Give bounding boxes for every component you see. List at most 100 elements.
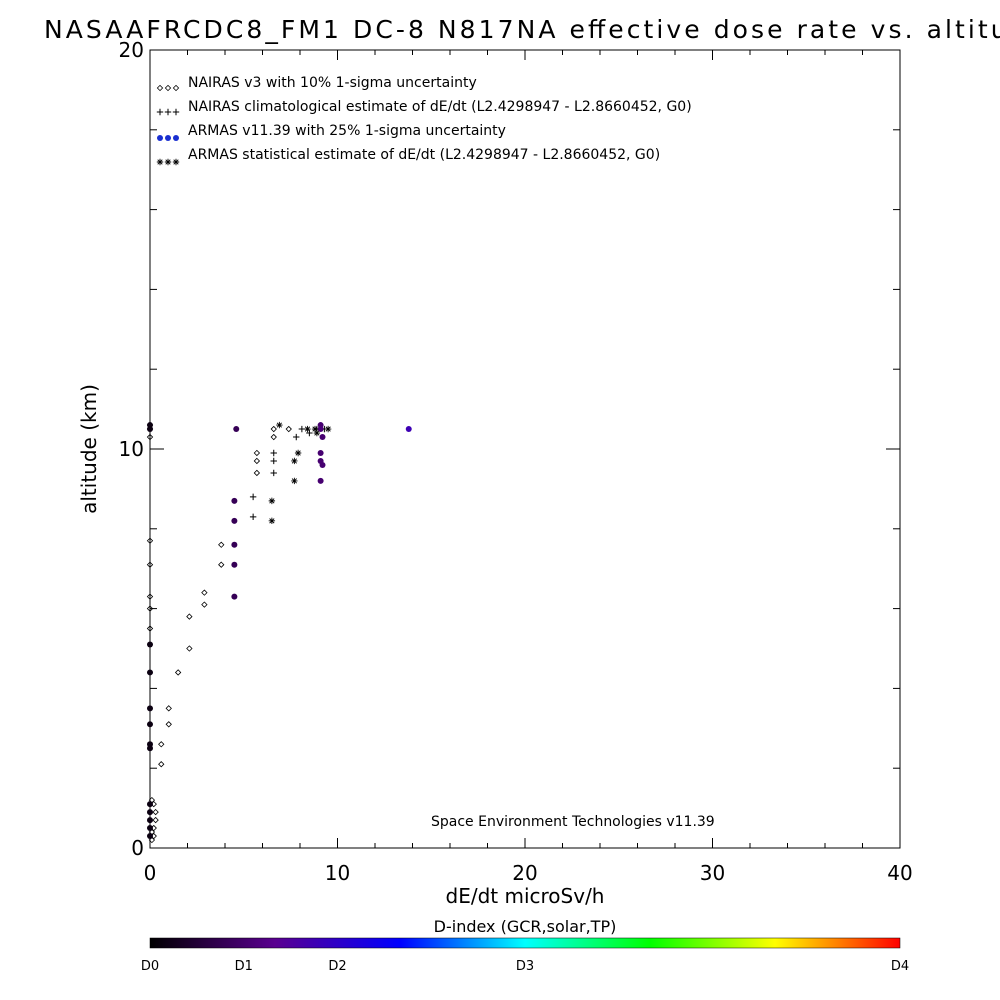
y-axis-label: altitude (km)	[77, 384, 101, 514]
axis-ticks	[149, 49, 901, 849]
legend-star-icon	[172, 158, 180, 166]
armas-point	[231, 593, 238, 600]
legend-star-icon	[156, 158, 164, 166]
armas-stat-point	[313, 429, 321, 437]
armas-point	[147, 705, 153, 712]
colorbar-label: D3	[516, 959, 534, 974]
x-axis-label: dE/dt microSv/h	[446, 884, 605, 908]
colorbar-label: D4	[891, 959, 909, 974]
nairas-point	[146, 561, 154, 568]
nairas-point	[165, 721, 172, 728]
nairas-point	[146, 625, 154, 632]
nairas-point	[253, 449, 261, 457]
nairas-point	[146, 593, 154, 600]
tick-labels: 0 10 20 30 40 0 10 20	[119, 38, 913, 885]
armas-point	[147, 745, 153, 752]
nairas-point	[152, 808, 159, 816]
armas-point	[147, 426, 153, 433]
annotation-text: Space Environment Technologies v11.39	[431, 814, 715, 830]
armas-stat-point	[311, 425, 319, 433]
colorbar-labels: D0 D1 D2 D3 D4	[141, 959, 909, 974]
nairas-point	[253, 469, 261, 477]
legend-plus-icon	[164, 108, 172, 116]
legend-diamond-icon	[156, 84, 164, 92]
armas-stat-point	[324, 425, 332, 433]
legend-label: ARMAS v11.39 with 25% 1-sigma uncertaint…	[188, 123, 506, 139]
armas-point	[147, 809, 153, 816]
armas-point	[231, 497, 238, 504]
nairas-point	[201, 589, 208, 596]
nairas-clim-point	[249, 513, 257, 521]
legend-label: NAIRAS v3 with 10% 1-sigma uncertainty	[188, 75, 477, 91]
armas-stat-point	[294, 449, 302, 457]
legend-entry: ARMAS v11.39 with 25% 1-sigma uncertaint…	[157, 123, 506, 141]
legend-entry: NAIRAS climatological estimate of dE/dt …	[156, 99, 692, 116]
legend-plus-icon	[172, 108, 180, 116]
armas-point	[317, 426, 324, 433]
x-tick-label: 0	[144, 861, 157, 885]
nairas-point	[270, 425, 277, 433]
armas-stat-point	[291, 457, 298, 465]
nairas-point	[174, 669, 182, 676]
armas-point	[147, 641, 153, 648]
armas-point	[231, 541, 238, 548]
y-tick-label: 0	[131, 836, 144, 860]
colorbar-title: D-index (GCR,solar,TP)	[434, 917, 617, 936]
legend-diamond-icon	[172, 84, 180, 92]
armas-stat-point	[268, 497, 276, 505]
x-tick-label: 20	[512, 861, 537, 885]
armas-point	[233, 426, 240, 433]
colorbar-label: D0	[141, 959, 159, 974]
armas-point	[319, 461, 326, 468]
legend-dot-icon	[165, 135, 171, 141]
armas-point	[405, 426, 412, 433]
legend-entry: ARMAS statistical estimate of dE/dt (L2.…	[156, 147, 660, 166]
armas-point	[147, 801, 153, 808]
nairas-point	[152, 816, 159, 824]
nairas-point	[270, 433, 277, 441]
nairas-point	[186, 645, 193, 652]
y-tick-label: 10	[119, 437, 144, 461]
colorbar	[149, 937, 901, 949]
nairas-point	[253, 457, 261, 465]
legend-label: NAIRAS climatological estimate of dE/dt …	[188, 99, 692, 115]
plot-frame	[149, 49, 901, 849]
legend: NAIRAS v3 with 10% 1-sigma uncertainty NA…	[156, 75, 692, 166]
nairas-clim-point	[249, 493, 257, 501]
data-points	[146, 421, 412, 844]
legend-entry: NAIRAS v3 with 10% 1-sigma uncertainty	[156, 75, 477, 92]
nairas-clim-point	[298, 425, 306, 433]
armas-point	[147, 817, 153, 824]
nairas-point	[285, 425, 292, 433]
armas-point	[147, 721, 153, 728]
nairas-point	[146, 537, 154, 544]
armas-point	[147, 669, 153, 676]
colorbar-label: D2	[328, 959, 346, 974]
armas-stat-point	[268, 517, 276, 525]
nairas-point	[148, 836, 156, 844]
nairas-point	[165, 705, 172, 712]
legend-dot-icon	[157, 135, 163, 141]
nairas-clim-point	[270, 457, 277, 465]
nairas-point	[201, 601, 208, 608]
nairas-clim-point	[293, 433, 300, 441]
nairas-point	[218, 541, 225, 548]
armas-stat-point	[304, 425, 311, 433]
armas-point	[319, 434, 326, 441]
y-tick-label: 20	[119, 38, 144, 62]
x-tick-label: 40	[887, 861, 912, 885]
legend-dot-icon	[173, 135, 179, 141]
nairas-point	[146, 605, 154, 612]
armas-point	[147, 833, 153, 840]
armas-point	[231, 517, 238, 524]
nairas-point	[186, 613, 193, 620]
armas-point	[317, 449, 324, 456]
nairas-point	[218, 561, 225, 568]
legend-label: ARMAS statistical estimate of dE/dt (L2.…	[188, 147, 660, 163]
legend-plus-icon	[156, 108, 164, 116]
nairas-point	[158, 761, 165, 768]
legend-diamond-icon	[164, 84, 172, 92]
x-tick-label: 30	[700, 861, 725, 885]
colorbar-label: D1	[235, 959, 253, 974]
